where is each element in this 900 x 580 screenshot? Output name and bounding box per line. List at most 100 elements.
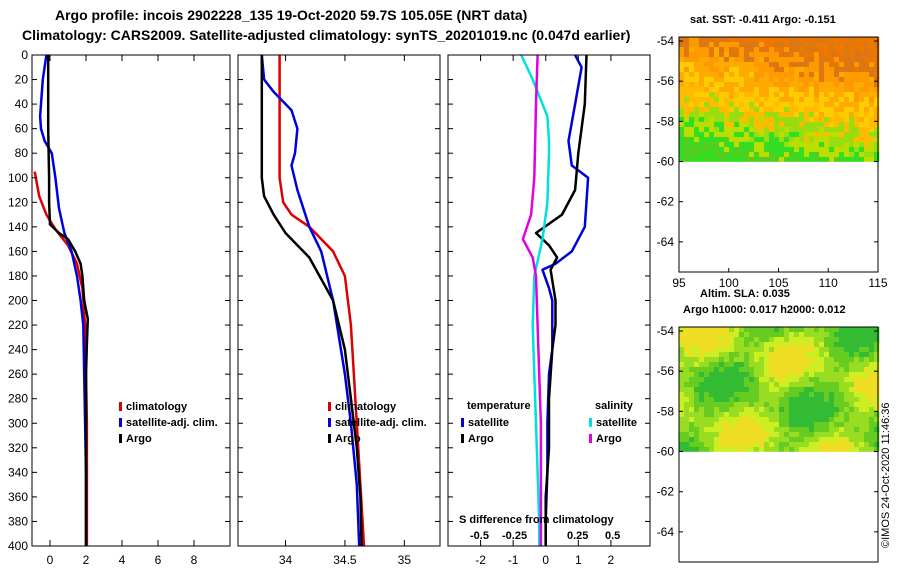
map-cell <box>754 122 760 128</box>
map-cell <box>739 422 745 428</box>
y-tick-label: 300 <box>8 416 28 430</box>
map-cell <box>779 137 785 143</box>
map-cell <box>814 142 820 148</box>
series-line-temperature-argo <box>534 54 588 546</box>
map-cell <box>784 127 790 133</box>
map-cell <box>834 377 840 383</box>
map-cell <box>779 47 785 53</box>
map-cell <box>714 142 720 148</box>
legend-climatology: climatology <box>335 401 397 413</box>
map-cell <box>859 147 865 153</box>
map-cell <box>769 412 775 418</box>
map-cell <box>784 57 790 63</box>
map-cell <box>789 422 795 428</box>
map-cell <box>679 62 685 68</box>
map-cell <box>709 387 715 393</box>
s-diff-tick: 0.5 <box>605 530 620 542</box>
map-cell <box>704 147 710 153</box>
map-cell <box>869 327 875 333</box>
map-cell <box>874 57 880 63</box>
map-cell <box>814 137 820 143</box>
map-cell <box>739 37 745 43</box>
map-cell <box>864 97 870 103</box>
map-cell <box>734 157 740 162</box>
map-cell <box>754 152 760 158</box>
map-cell <box>679 417 685 423</box>
map-cell <box>704 362 710 368</box>
map-cell <box>764 102 770 108</box>
map-cell <box>774 417 780 423</box>
map-cell <box>779 357 785 363</box>
map-cell <box>684 122 690 128</box>
map-cell <box>739 42 745 48</box>
map-cell <box>694 97 700 103</box>
map-cell <box>804 347 810 353</box>
map-cell <box>759 407 765 413</box>
map-cell <box>829 92 835 98</box>
map-cell <box>759 392 765 398</box>
map-cell <box>809 132 815 138</box>
map-cell <box>809 352 815 358</box>
map-cell <box>874 412 880 418</box>
map-cell <box>789 82 795 88</box>
map-cell <box>779 442 785 448</box>
map-cell <box>769 77 775 83</box>
map-cell <box>684 77 690 83</box>
map-cell <box>709 382 715 388</box>
map-cell <box>679 37 685 43</box>
map-cell <box>714 107 720 113</box>
map-cell <box>709 142 715 148</box>
map-cell <box>774 57 780 63</box>
map-cell <box>724 67 730 73</box>
map-cell <box>744 132 750 138</box>
map-cell <box>684 437 690 443</box>
map-cell <box>764 437 770 443</box>
map-cell <box>779 332 785 338</box>
map-cell <box>864 372 870 378</box>
series-line-climatology <box>278 55 366 547</box>
map-cell <box>694 157 700 162</box>
map-cell <box>779 82 785 88</box>
map-cell <box>849 327 855 333</box>
map-cell <box>864 67 870 73</box>
map-cell <box>764 332 770 338</box>
map-cell <box>804 107 810 113</box>
map-cell <box>719 372 725 378</box>
map-cell <box>744 437 750 443</box>
x-tick-label: -2 <box>475 553 486 567</box>
map-cell <box>699 392 705 398</box>
map-cell <box>724 427 730 433</box>
map-cell <box>829 442 835 448</box>
map-cell <box>734 367 740 373</box>
map-cell <box>819 57 825 63</box>
map-cell <box>789 107 795 113</box>
map-cell <box>679 112 685 118</box>
map-cell <box>829 402 835 408</box>
map-cell <box>719 107 725 113</box>
map-cell <box>859 127 865 133</box>
map-cell <box>834 47 840 53</box>
map-cell <box>804 92 810 98</box>
map-cell <box>744 347 750 353</box>
map-cell <box>829 47 835 53</box>
map-cell <box>814 122 820 128</box>
map-cell <box>819 332 825 338</box>
map-cell <box>744 382 750 388</box>
map-cell <box>759 327 765 333</box>
map-cell <box>834 332 840 338</box>
map-cell <box>829 82 835 88</box>
map-cell <box>869 147 875 153</box>
map-cell <box>704 357 710 363</box>
map-cell <box>839 417 845 423</box>
map-cell <box>744 72 750 78</box>
map-cell <box>714 122 720 128</box>
map-cell <box>809 442 815 448</box>
map-cell <box>699 132 705 138</box>
map-cell <box>834 402 840 408</box>
map-cell <box>814 342 820 348</box>
map-cell <box>794 87 800 93</box>
map-cell <box>804 52 810 58</box>
map-cell <box>679 342 685 348</box>
map-cell <box>699 82 705 88</box>
map-cell <box>774 67 780 73</box>
